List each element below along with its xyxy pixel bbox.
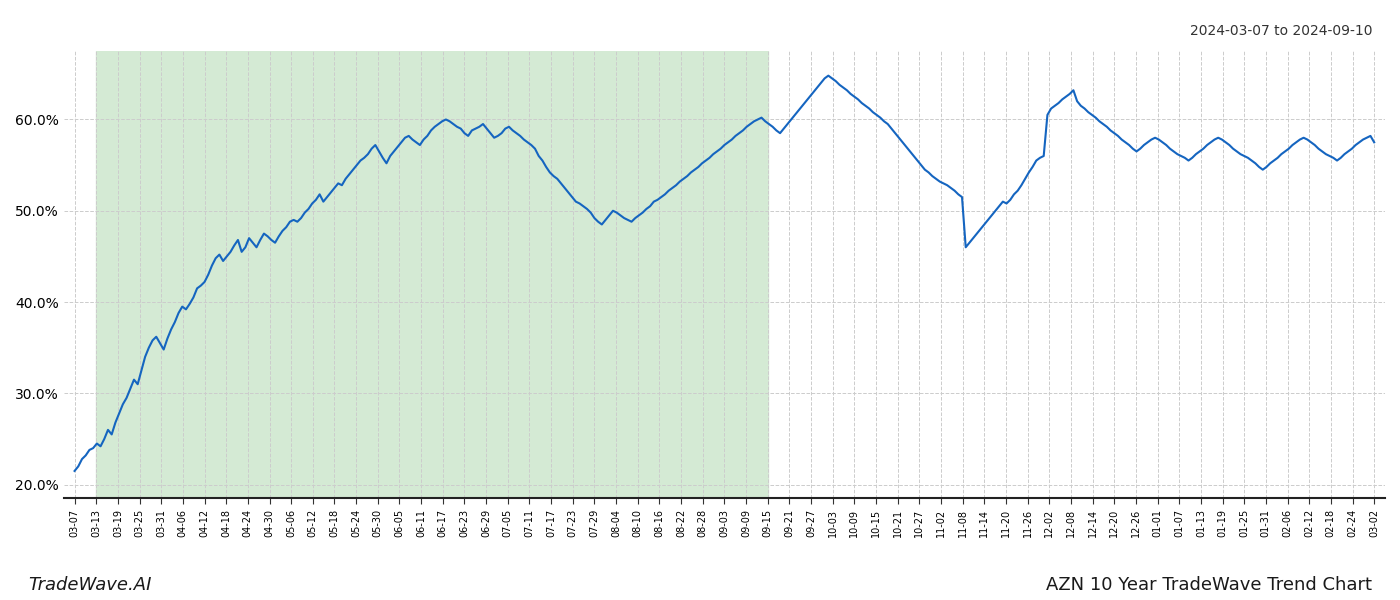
Bar bbox=[97, 51, 767, 499]
Text: AZN 10 Year TradeWave Trend Chart: AZN 10 Year TradeWave Trend Chart bbox=[1046, 576, 1372, 594]
Text: TradeWave.AI: TradeWave.AI bbox=[28, 576, 151, 594]
Text: 2024-03-07 to 2024-09-10: 2024-03-07 to 2024-09-10 bbox=[1190, 24, 1372, 38]
